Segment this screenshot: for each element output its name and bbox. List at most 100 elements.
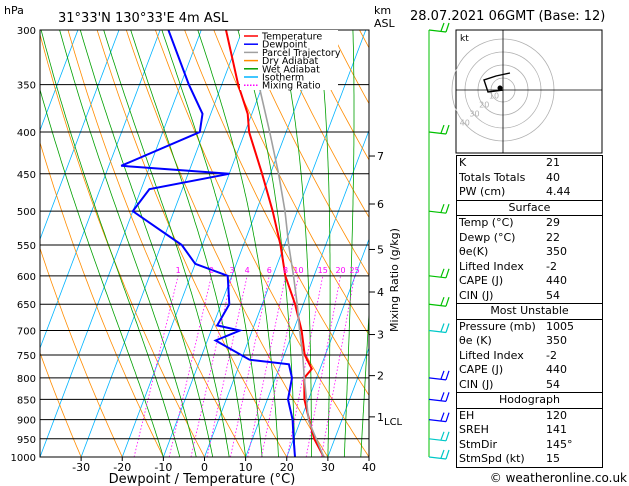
hodograph-table-box: Hodograph EH 120 SREH 141 StmDir 145° StmSp… bbox=[456, 393, 603, 468]
dry-adiabat-line bbox=[213, 30, 369, 336]
asl-label: ASL bbox=[374, 17, 396, 30]
mixing-ratio-label: 20 bbox=[335, 266, 345, 275]
legend-label: Dry Adiabat bbox=[262, 56, 319, 67]
isotherm-line bbox=[204, 30, 367, 457]
isotherm-line bbox=[286, 238, 369, 457]
pressure-tick-label: 950 bbox=[17, 435, 36, 446]
dry-adiabat-line bbox=[125, 30, 329, 457]
legend-label: Parcel Trajectory bbox=[262, 48, 341, 59]
mixing-ratio-label: 4 bbox=[245, 266, 250, 275]
isotherm-line bbox=[121, 30, 284, 457]
dewpoint-line bbox=[120, 30, 296, 457]
mixing-ratio-label: 6 bbox=[267, 266, 272, 275]
wind-barb-feather bbox=[445, 392, 450, 402]
wind-barb-feather bbox=[440, 392, 445, 401]
height-tick-label: 4 bbox=[377, 286, 384, 299]
mixing-ratio-label: 3 bbox=[229, 266, 234, 275]
pressure-tick-label: 400 bbox=[17, 128, 36, 139]
copyright: © weatheronline.co.uk bbox=[490, 471, 627, 485]
x-tick-label: -20 bbox=[113, 461, 131, 474]
hodograph-ring-label: 30 bbox=[469, 110, 479, 119]
mixing-ratio-label: 10 bbox=[293, 266, 303, 275]
mu-row: θe (K) 350 bbox=[459, 334, 567, 347]
wet-adiabat-line bbox=[343, 30, 355, 457]
legend-label: Isotherm bbox=[262, 73, 304, 84]
wind-barb-feather bbox=[445, 203, 450, 214]
wind-barb-feather bbox=[445, 449, 450, 460]
hodograph-ring-label: 40 bbox=[460, 119, 470, 128]
wind-barb bbox=[428, 303, 447, 307]
index-row-tt: Totals Totals 40 bbox=[459, 170, 560, 184]
wind-barb-feather bbox=[445, 370, 450, 381]
dry-adiabat-line bbox=[96, 30, 288, 457]
wind-barb bbox=[428, 131, 447, 135]
mixing-ratio-line bbox=[320, 275, 356, 457]
mixing-ratio-line bbox=[286, 275, 324, 457]
most-unstable-box: Most Unstable Pressure (mb) 1005 θe (K) 35… bbox=[456, 304, 603, 393]
wind-barb bbox=[428, 329, 447, 334]
isotherm-line bbox=[40, 30, 161, 350]
mixing-ratio-line bbox=[133, 275, 179, 457]
datetime-label: 28.07.2021 06GMT (Base: 12) bbox=[410, 9, 605, 24]
mixing-ratio-line bbox=[190, 275, 233, 457]
dry-adiabat-line bbox=[40, 351, 82, 457]
wind-barb bbox=[428, 456, 447, 460]
legend-label: Dewpoint bbox=[262, 40, 307, 51]
height-tick-label: 5 bbox=[377, 243, 384, 256]
isotherm-line bbox=[40, 30, 202, 457]
wind-barb-feather bbox=[445, 268, 450, 279]
pressure-tick-label: 300 bbox=[17, 26, 36, 37]
wind-barb bbox=[428, 438, 447, 442]
wind-barb-feather bbox=[440, 268, 445, 278]
dry-adiabat-line bbox=[242, 30, 369, 277]
wind-barb bbox=[428, 398, 447, 402]
surface-row: θe(K) 350 bbox=[459, 245, 567, 258]
mixing-ratio-label: 8 bbox=[283, 266, 288, 275]
x-tick-label: 30 bbox=[321, 461, 335, 474]
height-tick-label: 2 bbox=[377, 370, 384, 383]
surface-row: CIN (J) 54 bbox=[459, 288, 560, 302]
plot-frame bbox=[39, 29, 370, 458]
hodograph-kt-label: kt bbox=[460, 34, 469, 44]
wind-barb-feather bbox=[445, 412, 450, 422]
mixing-ratio-line bbox=[305, 275, 341, 457]
mu-row: Pressure (mb) 1005 bbox=[459, 319, 574, 333]
x-tick-label: 20 bbox=[280, 461, 294, 474]
x-tick-label: 0 bbox=[201, 461, 208, 474]
hpa-label: hPa bbox=[4, 4, 24, 17]
isotherm-line bbox=[80, 30, 243, 457]
hodograph-table-title: Hodograph bbox=[457, 393, 602, 409]
mixing-ratio-label: 1 bbox=[176, 266, 181, 275]
index-row-pw: PW (cm) 4.44 bbox=[459, 185, 571, 198]
mixing-ratio-line bbox=[261, 275, 299, 457]
surface-row: Temp (°C) 29 bbox=[459, 216, 560, 229]
x-axis-title: Dewpoint / Temperature (°C) bbox=[109, 472, 296, 486]
surface-row: Dewp (°C) 22 bbox=[459, 230, 560, 244]
x-tick-label: 10 bbox=[239, 461, 253, 474]
hodograph-storm-marker bbox=[497, 85, 503, 91]
wind-barb-feather bbox=[445, 323, 450, 333]
mixing-ratio-line bbox=[206, 275, 248, 457]
hodo-row: StmSpd (kt) 15 bbox=[459, 452, 560, 465]
wind-barb-feather bbox=[440, 297, 445, 306]
location-label: 31°33'N 130°33'E 4m ASL bbox=[58, 11, 229, 26]
isotherm-line bbox=[327, 346, 369, 457]
surface-row: CAPE (J) 440 bbox=[459, 274, 567, 287]
legend-label: Wet Adiabat bbox=[262, 64, 320, 75]
mu-row: CIN (J) 54 bbox=[459, 377, 560, 391]
wind-barb bbox=[428, 419, 447, 423]
wind-barb-feather bbox=[440, 124, 445, 134]
isotherm-line bbox=[163, 30, 326, 457]
wind-barb-feather bbox=[440, 203, 445, 213]
mixing-ratio-label: 2 bbox=[209, 266, 214, 275]
hodograph-ring-label: 20 bbox=[479, 101, 489, 110]
x-tick-label: -30 bbox=[72, 461, 90, 474]
hodo-row: StmDir 145° bbox=[459, 437, 573, 451]
pressure-tick-label: 600 bbox=[17, 272, 36, 283]
height-tick-label: 7 bbox=[377, 150, 384, 163]
pressure-tick-label: 500 bbox=[17, 207, 36, 218]
wind-barb bbox=[428, 210, 447, 214]
wet-adiabat-line bbox=[360, 306, 369, 457]
dry-adiabat-line bbox=[300, 30, 369, 161]
